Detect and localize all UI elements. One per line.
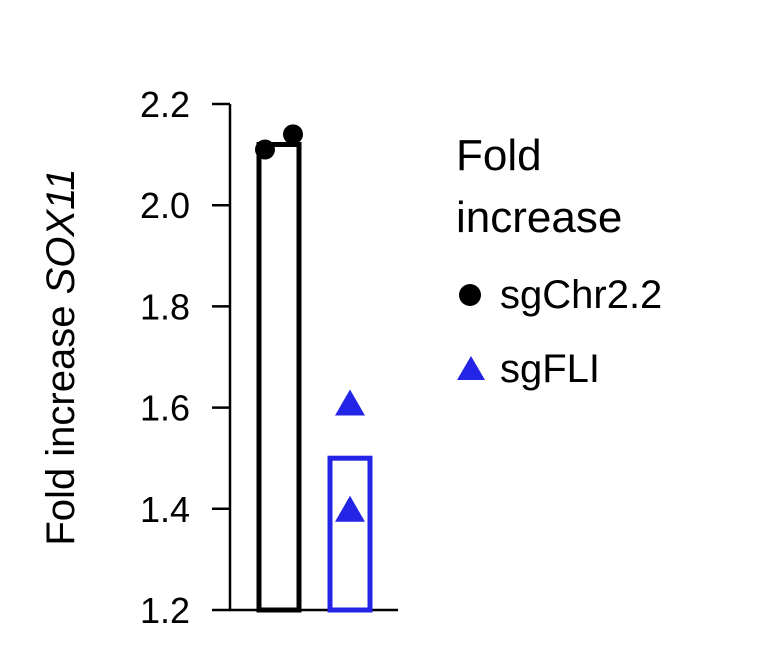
bars	[256, 141, 373, 613]
point-circle	[283, 124, 303, 145]
legend-circle-marker	[459, 284, 481, 306]
data-points	[255, 124, 365, 522]
y-tick-label: 1.8	[140, 286, 190, 327]
point-triangle	[335, 389, 365, 416]
y-tick-label: 2.0	[140, 185, 190, 226]
y-tick-label: 1.6	[140, 388, 190, 429]
legend-triangle-marker	[457, 356, 485, 380]
point-triangle	[335, 495, 365, 522]
y-axis-label: Fold increase SOX11	[39, 168, 83, 545]
legend: Fold increase sgChr2.2 sgFLI	[456, 131, 662, 391]
bar-sgfli	[327, 455, 373, 613]
legend-item-sgchr: sgChr2.2	[500, 273, 662, 317]
point-circle	[255, 139, 275, 160]
y-tick-label: 2.2	[140, 84, 190, 125]
y-tick-label: 1.4	[140, 489, 190, 530]
y-axis: 1.2 1.4 1.6 1.8 2.0 2.2	[140, 84, 398, 631]
legend-item-sgfli: sgFLI	[500, 347, 600, 391]
y-tick-label: 1.2	[140, 590, 190, 631]
bar-sgchr2-2	[256, 141, 302, 613]
legend-title-line1: Fold	[456, 131, 542, 180]
legend-title-line2: increase	[456, 193, 622, 242]
